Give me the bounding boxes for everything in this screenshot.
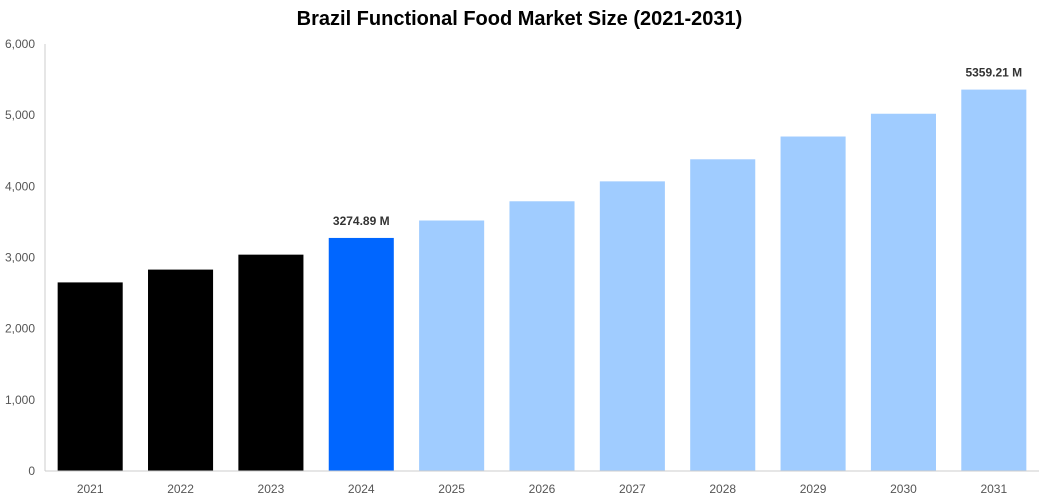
data-label-2024: 3274.89 M [333, 214, 390, 228]
bars [57, 89, 1027, 472]
x-tick-label: 2022 [167, 482, 194, 496]
x-tick-label: 2024 [348, 482, 375, 496]
y-tick-label: 5,000 [5, 108, 35, 122]
bar-2021 [57, 282, 123, 471]
y-tick-label: 0 [28, 464, 35, 478]
x-tick-label: 2031 [980, 482, 1007, 496]
y-tick-label: 6,000 [5, 37, 35, 51]
x-axis: 2021 2022 2023 2024 2025 2026 2027 2028 2029 2030… [45, 470, 1039, 496]
data-labels: 3274.89 M 5359.21 M [333, 66, 1022, 228]
x-tick-label: 2028 [709, 482, 736, 496]
x-tick-label: 2027 [619, 482, 646, 496]
y-tick-label: 3,000 [5, 251, 35, 265]
bar-2025 [419, 220, 485, 471]
y-tick-label: 1,000 [5, 393, 35, 407]
data-label-2031: 5359.21 M [965, 66, 1022, 80]
bar-2027 [599, 181, 665, 471]
bar-2030 [870, 113, 936, 471]
bar-2031 [961, 89, 1027, 471]
x-tick-label: 2029 [800, 482, 827, 496]
bar-2024 [328, 237, 394, 471]
y-axis: 0 1,000 2,000 3,000 4,000 5,000 6,000 [5, 37, 46, 478]
x-tick-label: 2026 [529, 482, 556, 496]
bar-2028 [690, 159, 756, 472]
x-tick-label: 2021 [77, 482, 104, 496]
bar-2026 [509, 201, 575, 472]
x-tick-label: 2025 [438, 482, 465, 496]
chart-title: Brazil Functional Food Market Size (2021… [296, 8, 743, 30]
x-tick-label: 2030 [890, 482, 917, 496]
y-tick-label: 2,000 [5, 322, 35, 336]
bar-2023 [238, 254, 304, 471]
bar-2029 [780, 136, 846, 471]
x-tick-label: 2023 [258, 482, 285, 496]
bar-2022 [148, 269, 214, 471]
y-tick-label: 4,000 [5, 179, 35, 193]
